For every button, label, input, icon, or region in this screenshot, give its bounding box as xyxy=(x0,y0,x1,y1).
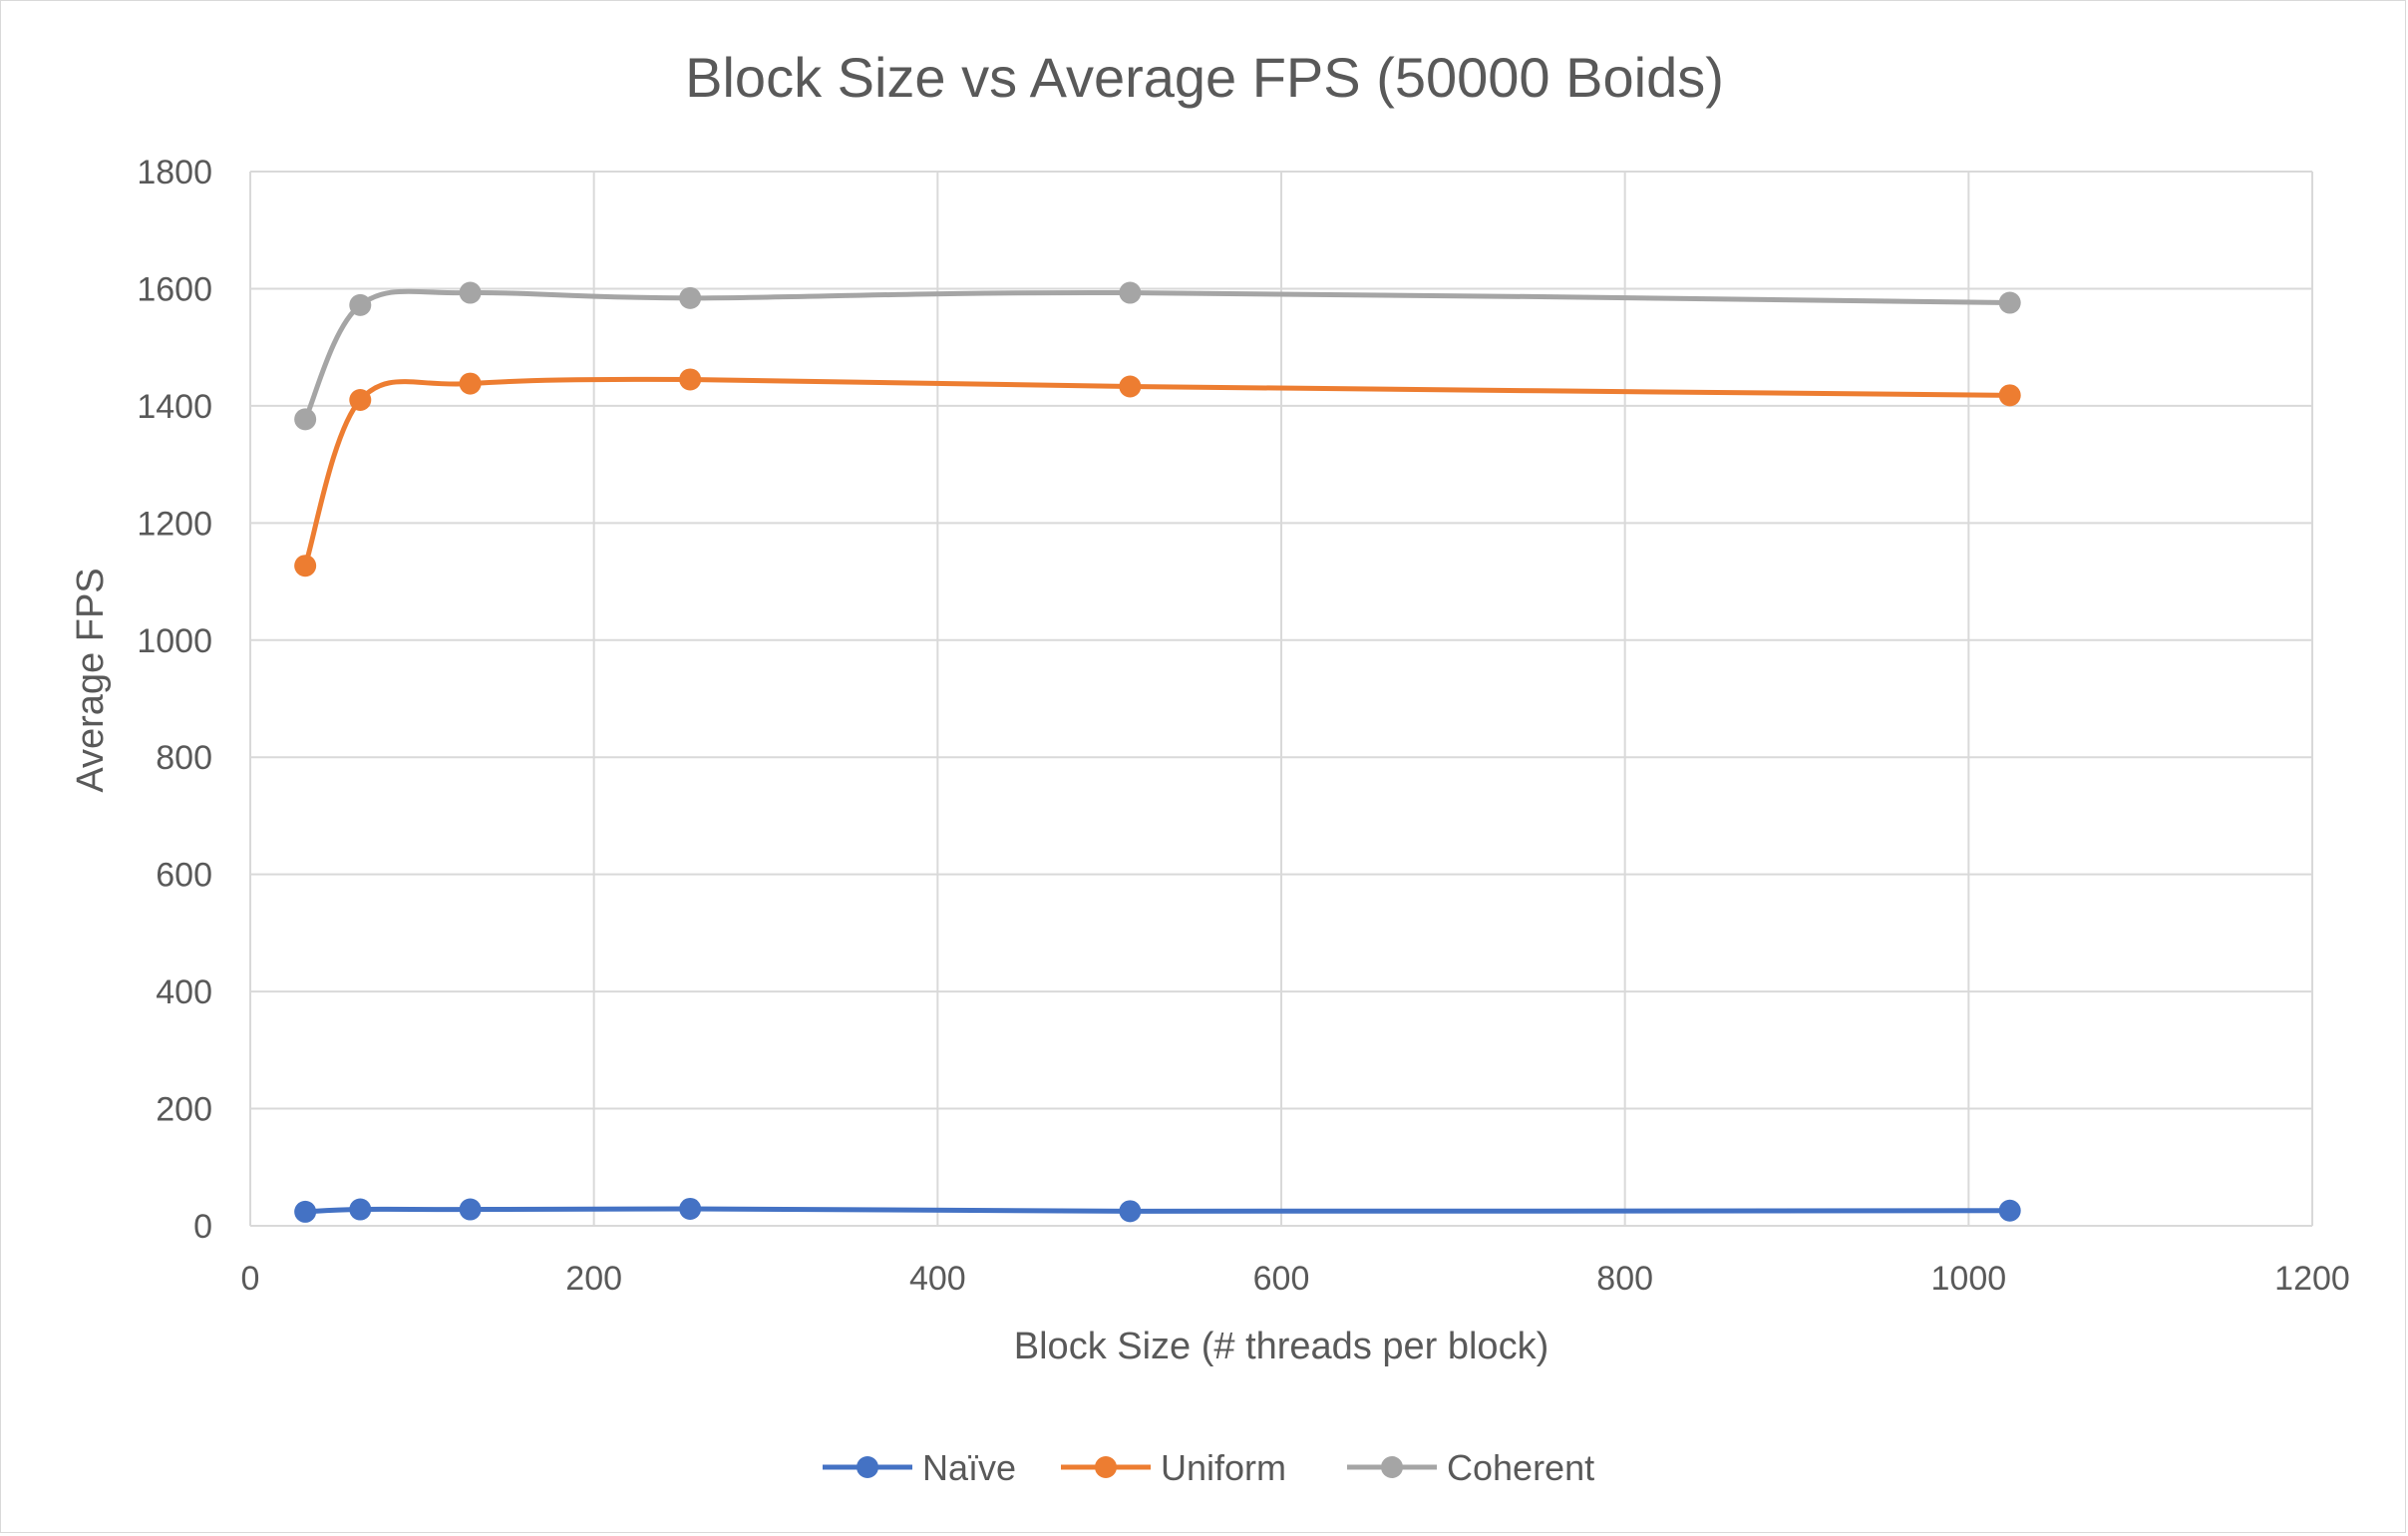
legend: Naïve Uniform Coherent xyxy=(823,1447,1594,1488)
data-point xyxy=(294,408,317,431)
data-point xyxy=(349,389,372,412)
x-tick-label: 200 xyxy=(565,1260,622,1298)
data-point xyxy=(679,286,702,309)
y-axis-ticks: 0 200 400 600 800 1000 1200 1400 1600 1800 xyxy=(137,154,212,1246)
legend-label: Uniform xyxy=(1161,1447,1286,1488)
series-layer xyxy=(294,281,2021,1223)
x-tick-label: 1000 xyxy=(1931,1260,2007,1298)
legend-dot-marker xyxy=(857,1456,878,1478)
data-point xyxy=(1119,1200,1142,1223)
x-tick-label: 400 xyxy=(909,1260,966,1298)
data-point xyxy=(679,368,702,391)
y-tick-label: 1600 xyxy=(137,270,212,308)
legend-item: Uniform xyxy=(1061,1447,1286,1488)
data-point xyxy=(294,555,317,577)
series-line-1 xyxy=(302,376,2013,569)
x-axis-title: Block Size (# threads per block) xyxy=(1014,1326,1548,1367)
data-point xyxy=(459,281,482,304)
data-point xyxy=(1998,384,2021,407)
y-axis-title: Average FPS xyxy=(70,568,112,792)
chart-title: Block Size vs Average FPS (50000 Boids) xyxy=(685,46,1724,109)
data-point xyxy=(1998,291,2021,314)
legend-dot-marker xyxy=(1381,1456,1403,1478)
y-tick-label: 1200 xyxy=(137,505,212,543)
data-point xyxy=(349,1198,372,1221)
legend-item: Coherent xyxy=(1347,1447,1594,1488)
series-line-0 xyxy=(302,1206,2013,1215)
data-point xyxy=(294,1200,317,1223)
x-tick-label: 800 xyxy=(1596,1260,1653,1298)
y-tick-label: 0 xyxy=(193,1208,212,1246)
y-tick-label: 600 xyxy=(156,857,212,895)
legend-label: Coherent xyxy=(1447,1447,1594,1488)
data-point xyxy=(679,1197,702,1220)
data-point xyxy=(459,372,482,395)
y-tick-label: 800 xyxy=(156,739,212,777)
legend-dot-marker xyxy=(1095,1456,1117,1478)
x-axis-ticks: 0 200 400 600 800 1000 1200 xyxy=(241,1260,2350,1298)
series-0 xyxy=(294,1197,2021,1223)
gridlines xyxy=(249,171,2313,1227)
data-point xyxy=(1119,281,1142,304)
legend-item: Naïve xyxy=(823,1447,1016,1488)
y-tick-label: 400 xyxy=(156,973,212,1011)
data-point xyxy=(1119,375,1142,398)
legend-label: Naïve xyxy=(922,1447,1016,1488)
y-tick-label: 1000 xyxy=(137,622,212,660)
x-tick-label: 600 xyxy=(1253,1260,1310,1298)
x-tick-label: 1200 xyxy=(2274,1260,2350,1298)
y-tick-label: 1800 xyxy=(137,154,212,192)
y-tick-label: 1400 xyxy=(137,388,212,426)
x-tick-label: 0 xyxy=(241,1260,260,1298)
y-tick-label: 200 xyxy=(156,1091,212,1129)
series-1 xyxy=(294,368,2021,577)
series-line-2 xyxy=(302,288,2013,422)
series-2 xyxy=(294,281,2021,431)
data-point xyxy=(1998,1199,2021,1222)
data-point xyxy=(349,293,372,316)
data-point xyxy=(459,1198,482,1221)
